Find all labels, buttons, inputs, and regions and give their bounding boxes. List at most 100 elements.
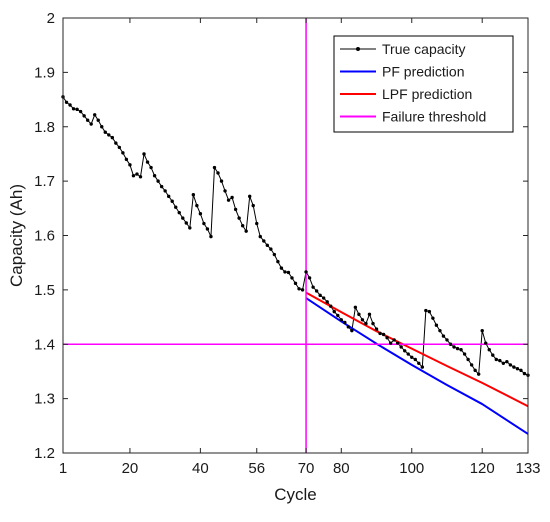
true-capacity-point (452, 345, 456, 349)
true-capacity-point (135, 172, 139, 176)
true-capacity-point (233, 207, 238, 212)
true-capacity-point (519, 368, 523, 373)
y-tick-label: 1.9 (34, 64, 55, 81)
true-capacity-point (184, 221, 188, 225)
true-capacity-point (339, 318, 343, 322)
true-capacity-point (64, 100, 69, 104)
true-capacity-point (255, 221, 259, 226)
true-capacity-point (329, 304, 333, 308)
true-capacity-point (103, 130, 107, 134)
true-capacity-point (265, 243, 270, 247)
true-capacity-point (399, 345, 403, 349)
true-capacity-point (441, 334, 446, 338)
true-capacity-point (152, 173, 157, 178)
true-capacity-point (406, 352, 410, 356)
true-capacity-point (114, 141, 118, 145)
y-tick-label: 1.6 (34, 228, 55, 245)
true-capacity-point (78, 109, 83, 114)
y-tick-label: 1.5 (34, 282, 55, 299)
true-capacity-point (311, 285, 315, 289)
true-capacity-point (300, 288, 305, 292)
true-capacity-point (480, 328, 484, 333)
x-tick-label: 56 (248, 460, 265, 477)
true-capacity-point (149, 165, 153, 170)
true-capacity-point (188, 226, 192, 230)
true-capacity-point (166, 194, 171, 199)
true-capacity-point (209, 234, 213, 239)
true-capacity-point (494, 357, 498, 362)
true-capacity-point (469, 363, 474, 367)
true-capacity-point (191, 193, 196, 197)
true-capacity-point (110, 135, 115, 140)
true-capacity-point (82, 114, 86, 118)
legend-label: True capacity (382, 41, 466, 57)
true-capacity-point (410, 355, 414, 359)
true-capacity-point (248, 194, 252, 199)
true-capacity-point (226, 198, 231, 202)
true-capacity-point (219, 179, 224, 183)
true-capacity-point (420, 365, 425, 369)
true-capacity-point (455, 346, 460, 351)
true-capacity-point (107, 133, 111, 137)
legend-label: LPF prediction (382, 86, 472, 102)
true-capacity-point (297, 287, 301, 291)
axes-group (62, 17, 529, 454)
true-capacity-point (307, 276, 312, 280)
x-tick-label: 20 (122, 460, 139, 477)
y-tick-label: 1.3 (34, 391, 55, 408)
true-capacity-point (367, 312, 372, 317)
y-tick-label: 1.7 (34, 173, 55, 190)
true-capacity-point (466, 357, 470, 362)
true-capacity-point (403, 349, 407, 353)
true-capacity-point (424, 308, 428, 313)
true-capacity-point (431, 316, 435, 320)
true-capacity-point (427, 309, 432, 314)
true-capacity-point (353, 305, 358, 309)
true-capacity-point (314, 289, 319, 293)
true-capacity-point (438, 328, 442, 333)
true-capacity-point (237, 216, 241, 220)
legend-label: PF prediction (382, 64, 464, 80)
x-tick-label: 120 (470, 460, 495, 477)
true-capacity-line (62, 96, 529, 376)
true-capacity-point (371, 321, 375, 326)
true-capacity-point (93, 113, 97, 117)
x-tick-label: 70 (298, 460, 315, 477)
true-capacity-point (381, 332, 386, 337)
x-tick-label: 100 (399, 460, 424, 477)
y-tick-label: 1.4 (34, 336, 55, 353)
x-tick-label: 80 (333, 460, 350, 477)
x-tick-label: 40 (192, 460, 209, 477)
true-capacity-point (156, 179, 160, 183)
true-capacity-point (505, 359, 509, 364)
true-capacity-point (75, 107, 79, 112)
true-capacity-point (145, 160, 150, 164)
legend-swatch-marker (356, 47, 360, 51)
true-capacity-point (476, 372, 481, 376)
true-capacity-point (223, 189, 227, 193)
y-tick-label: 2 (47, 10, 55, 27)
series-markers-group (61, 95, 530, 377)
true-capacity-point (142, 152, 146, 156)
y-tick-label: 1.2 (34, 445, 55, 462)
true-capacity-point (159, 184, 164, 189)
true-capacity-point (269, 247, 273, 251)
true-capacity-point (240, 224, 245, 228)
true-capacity-point (388, 341, 393, 345)
true-capacity-point (378, 331, 382, 336)
true-capacity-point (484, 341, 488, 345)
true-capacity-point (512, 365, 516, 369)
true-capacity-point (336, 313, 340, 318)
true-capacity-point (290, 276, 294, 280)
true-capacity-point (459, 347, 463, 352)
pf-prediction-line (305, 297, 529, 435)
true-capacity-point (293, 281, 298, 286)
true-capacity-point (85, 118, 90, 122)
true-capacity-point (491, 353, 495, 357)
true-capacity-point (321, 296, 326, 300)
true-capacity-point (304, 270, 308, 274)
true-capacity-point (128, 163, 132, 167)
true-capacity-point (177, 210, 181, 215)
x-tick-label: 1 (59, 460, 67, 477)
